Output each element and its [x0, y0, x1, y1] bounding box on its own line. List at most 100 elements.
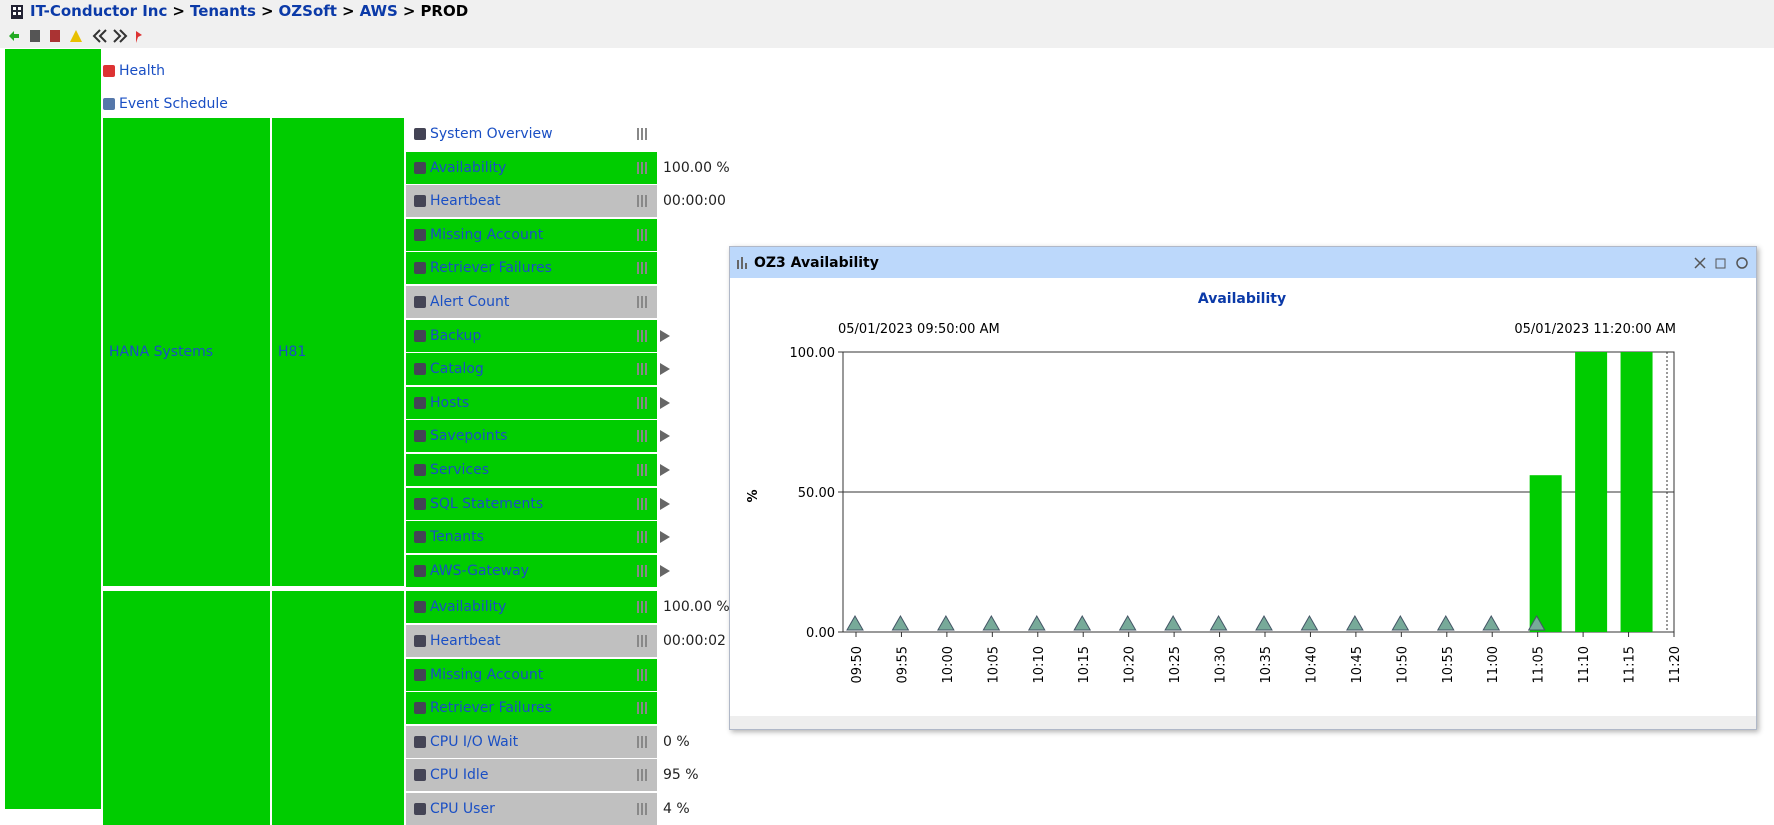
x-tick-label: 10:10: [1032, 646, 1047, 683]
metric-label: Tenants: [430, 529, 484, 546]
breadcrumb-item[interactable]: Tenants: [189, 2, 256, 20]
chart-icon: [637, 363, 649, 376]
metric-value: 00:00:02: [663, 633, 726, 649]
metric-icon: [414, 497, 426, 510]
metric-icon: [414, 601, 426, 614]
breadcrumb-separator: >: [172, 2, 185, 20]
metric-row[interactable]: Missing Account: [406, 218, 657, 251]
status-icon: [1482, 614, 1501, 631]
metric-row[interactable]: Heartbeat: [406, 185, 657, 218]
expand-arrow: [660, 497, 670, 510]
bar: [1529, 475, 1562, 632]
x-tick-label: 10:30: [1214, 646, 1229, 683]
metric-icon: [414, 769, 426, 782]
metric-icon: [414, 296, 426, 308]
metric-label: Availability: [430, 599, 507, 616]
chart-icon: [637, 329, 649, 342]
chart-icon: [737, 257, 747, 269]
top-bar: IT-Conductor Inc > Tenants > OZSoft > AWS > PROD: [0, 0, 1774, 48]
metric-row[interactable]: System Overview: [406, 118, 657, 150]
x-tick-label: 11:05: [1532, 646, 1547, 683]
metric-label: Heartbeat: [430, 633, 501, 649]
metric-icon: [414, 228, 426, 241]
chart-icon: [637, 497, 649, 510]
chart-icon: [637, 601, 649, 614]
y-axis-label: %: [746, 489, 761, 502]
expand-arrow: [660, 329, 670, 342]
chart-icon: [637, 735, 649, 748]
x-tick-label: 10:40: [1304, 646, 1319, 683]
metric-row[interactable]: Heartbeat: [406, 625, 657, 657]
chart-window: OZ3 Availability: [729, 246, 1757, 730]
system-label: H81: [278, 344, 307, 361]
x-tick-label: 10:45: [1350, 646, 1365, 683]
metric-icon: [414, 195, 426, 208]
chart-icon: [637, 668, 649, 681]
metric-row[interactable]: Tenants: [406, 521, 657, 554]
nav-label: Event Schedule: [119, 95, 228, 112]
breadcrumb-item[interactable]: OZSoft: [278, 2, 337, 20]
breadcrumb-item[interactable]: IT-Conductor Inc: [30, 2, 168, 20]
metric-row[interactable]: CPU Idle: [406, 759, 657, 792]
metric-row[interactable]: SQL Statements: [406, 487, 657, 520]
toolbar[interactable]: [6, 27, 146, 45]
group-cell: [103, 591, 270, 825]
window-footer: [730, 716, 1756, 729]
chart-icon: [637, 262, 649, 275]
system-cell: H81: [272, 118, 404, 587]
breadcrumb-item[interactable]: PROD: [420, 2, 469, 20]
nav-link[interactable]: Health: [103, 54, 403, 87]
metric-row[interactable]: CPU User: [406, 793, 657, 825]
metric-row[interactable]: Hosts: [406, 386, 657, 419]
nav-link[interactable]: Event Schedule: [103, 87, 403, 120]
building-icon: [11, 5, 23, 19]
metric-icon: [414, 735, 426, 748]
metric-icon: [414, 430, 426, 443]
metric-row[interactable]: Retriever Failures: [406, 252, 657, 285]
x-tick-label: 10:00: [941, 646, 956, 683]
metric-row[interactable]: CPU I/O Wait: [406, 725, 657, 758]
metric-icon: [414, 702, 426, 715]
chart-icon: [637, 635, 649, 647]
metric-value: 00:00:00: [663, 193, 726, 210]
metric-icon: [414, 635, 426, 647]
metric-row[interactable]: Availability: [406, 151, 657, 184]
metric-row[interactable]: AWS-Gateway: [406, 554, 657, 587]
status-icon: [1436, 614, 1455, 631]
metric-label: CPU User: [430, 801, 495, 817]
breadcrumb: IT-Conductor Inc > Tenants > OZSoft > AWS > PROD: [30, 2, 468, 20]
metric-row[interactable]: Backup: [406, 319, 657, 352]
window-controls[interactable]: [1692, 255, 1752, 271]
metric-row[interactable]: Retriever Failures: [406, 692, 657, 725]
metric-icon: [414, 531, 426, 544]
metric-row[interactable]: Alert Count: [406, 286, 657, 318]
status-icon: [1027, 614, 1046, 631]
status-icon: [1346, 614, 1364, 631]
x-tick-label: 09:50: [850, 646, 865, 683]
chart-icon: [637, 228, 649, 241]
window-title: OZ3 Availability: [730, 247, 1756, 278]
expand-arrow: [660, 363, 670, 376]
metric-row[interactable]: Missing Account: [406, 658, 657, 691]
metric-row[interactable]: Catalog: [406, 353, 657, 386]
metric-label: Hosts: [430, 394, 470, 411]
expand-arrow: [660, 564, 670, 577]
metric-row[interactable]: Savepoints: [406, 420, 657, 453]
metric-row[interactable]: Services: [406, 454, 657, 486]
x-tick-label: 11:10: [1577, 646, 1592, 683]
metric-row[interactable]: Availability: [406, 591, 657, 624]
root-cell: [5, 49, 101, 809]
breadcrumb-separator: >: [341, 2, 355, 20]
y-tick-label: 100.00: [790, 346, 836, 361]
chart-icon: [637, 769, 649, 782]
status-icon: [982, 614, 1001, 631]
status-icon: [1073, 614, 1092, 631]
metric-icon: [414, 564, 426, 577]
x-tick-label: 11:20: [1668, 646, 1683, 683]
y-tick-label: 50.00: [798, 486, 835, 501]
breadcrumb-item[interactable]: AWS: [359, 2, 398, 20]
x-tick-label: 10:35: [1259, 646, 1274, 683]
chart-icon: [637, 531, 649, 544]
metric-icon: [414, 668, 426, 681]
metric-value: 4 %: [663, 801, 690, 817]
